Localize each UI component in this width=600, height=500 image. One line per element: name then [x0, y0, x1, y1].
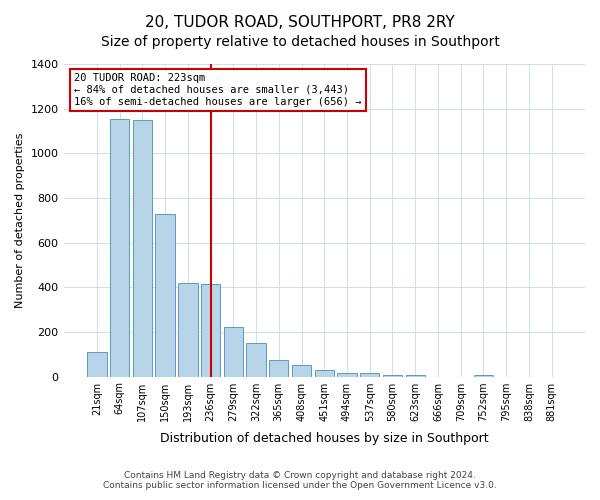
Bar	[178, 283, 197, 376]
Y-axis label: Number of detached properties: Number of detached properties	[15, 132, 25, 308]
Text: 20, TUDOR ROAD, SOUTHPORT, PR8 2RY: 20, TUDOR ROAD, SOUTHPORT, PR8 2RY	[145, 15, 455, 30]
Bar	[87, 352, 107, 376]
Text: Contains HM Land Registry data © Crown copyright and database right 2024.
Contai: Contains HM Land Registry data © Crown c…	[103, 470, 497, 490]
Text: 20 TUDOR ROAD: 223sqm
← 84% of detached houses are smaller (3,443)
16% of semi-d: 20 TUDOR ROAD: 223sqm ← 84% of detached …	[74, 74, 361, 106]
Bar	[247, 344, 266, 376]
X-axis label: Distribution of detached houses by size in Southport: Distribution of detached houses by size …	[160, 432, 488, 445]
Bar	[314, 370, 334, 376]
Bar	[133, 120, 152, 376]
Bar	[292, 366, 311, 376]
Bar	[201, 284, 220, 376]
Text: Size of property relative to detached houses in Southport: Size of property relative to detached ho…	[101, 35, 499, 49]
Bar	[155, 214, 175, 376]
Bar	[110, 118, 130, 376]
Bar	[269, 360, 289, 376]
Bar	[360, 372, 379, 376]
Bar	[337, 372, 356, 376]
Bar	[224, 328, 243, 376]
